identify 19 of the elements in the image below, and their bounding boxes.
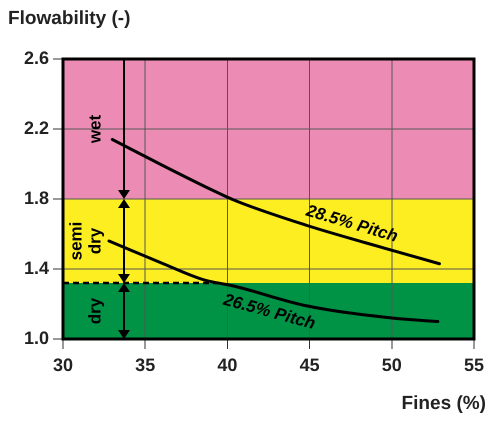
x-tick-label: 45	[300, 354, 320, 375]
band-label: dry	[86, 297, 105, 324]
band-label: wet	[86, 114, 105, 144]
x-tick-label: 55	[464, 354, 484, 375]
text: 28.5% Pitch	[303, 200, 400, 246]
y-tick-label: 1.0	[24, 328, 49, 348]
x-tick-label: 30	[52, 354, 74, 375]
x-axis-title: Fines (%)	[402, 393, 486, 415]
y-tick-label: 2.6	[24, 48, 49, 68]
band-label: semi dry	[66, 222, 105, 260]
text: 26.5% Pitch	[220, 290, 318, 334]
x-tick-label: 35	[135, 354, 156, 375]
x-tick-label: 50	[382, 354, 402, 375]
y-axis-title: Flowability (-)	[8, 8, 130, 30]
line-series	[110, 138, 441, 266]
x-tick-label: 40	[217, 354, 238, 375]
y-tick-label: 2.2	[24, 118, 49, 138]
y-tick-label: 1.8	[24, 188, 49, 208]
y-tick-label: 1.4	[24, 258, 49, 278]
